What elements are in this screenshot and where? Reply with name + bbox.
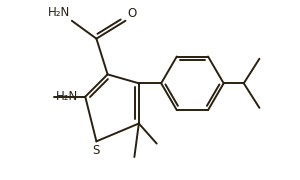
Text: H₂N: H₂N [47,6,70,19]
Text: S: S [93,144,100,157]
Text: O: O [128,7,137,20]
Text: H₂N: H₂N [56,90,79,103]
